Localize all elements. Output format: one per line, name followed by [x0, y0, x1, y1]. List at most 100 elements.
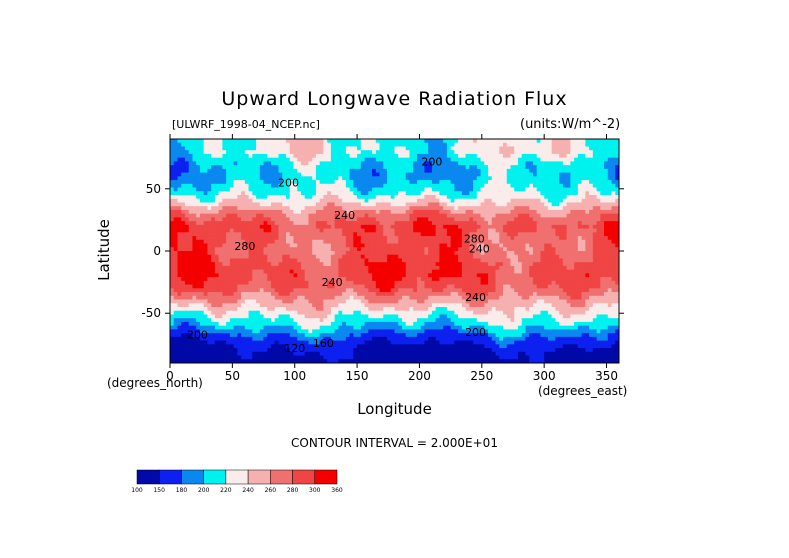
field-cell — [237, 236, 242, 241]
field-cell — [330, 232, 336, 237]
field-cell — [480, 288, 485, 293]
field-cell — [439, 251, 444, 256]
field-cell — [592, 168, 598, 174]
field-cell — [439, 191, 444, 196]
field-cell — [315, 198, 321, 204]
field-cell — [435, 232, 440, 237]
field-cell — [439, 168, 444, 174]
field-cell — [536, 150, 542, 155]
field-cell — [345, 228, 351, 233]
field-cell — [297, 172, 302, 177]
field-cell — [342, 198, 347, 204]
field-cell — [379, 224, 384, 230]
field-cell — [604, 195, 609, 200]
field-cell — [360, 262, 366, 267]
field-cell — [480, 153, 485, 159]
field-cell — [233, 142, 238, 148]
field-cell — [196, 236, 201, 241]
field-cell — [379, 288, 384, 293]
field-cell — [293, 150, 298, 155]
field-cell — [237, 224, 242, 230]
field-cell — [473, 221, 478, 226]
field-cell — [544, 277, 549, 282]
field-cell — [282, 247, 287, 252]
field-cell — [315, 139, 321, 144]
field-cell — [521, 195, 527, 200]
field-cell — [484, 153, 489, 159]
field-cell — [256, 228, 261, 233]
field-cell — [323, 239, 328, 245]
field-cell — [450, 254, 455, 260]
field-cell — [278, 183, 283, 189]
field-cell — [173, 292, 179, 297]
field-cell — [360, 142, 366, 148]
field-cell — [256, 180, 261, 185]
field-cell — [267, 187, 272, 192]
field-cell — [342, 191, 347, 196]
field-cell — [581, 254, 586, 260]
field-cell — [536, 258, 542, 263]
field-cell — [214, 195, 220, 200]
field-cell — [256, 273, 261, 278]
field-cell — [491, 265, 497, 271]
field-cell — [192, 172, 197, 177]
field-cell — [503, 165, 508, 170]
field-cell — [315, 292, 321, 297]
field-cell — [517, 157, 523, 162]
field-cell — [506, 180, 512, 185]
field-cell — [585, 176, 590, 181]
field-cell — [431, 168, 437, 174]
field-cell — [184, 239, 190, 245]
field-cell — [589, 236, 594, 241]
field-cell — [529, 221, 534, 226]
field-cell — [488, 142, 493, 148]
field-cell — [581, 150, 586, 155]
field-cell — [525, 221, 530, 226]
field-cell — [244, 273, 250, 278]
field-cell — [401, 269, 407, 274]
field-cell — [196, 168, 201, 174]
field-cell — [177, 180, 182, 185]
field-cell — [480, 206, 485, 211]
field-cell — [398, 236, 403, 241]
field-cell — [383, 146, 388, 151]
field-cell — [446, 183, 452, 189]
field-cell — [375, 251, 381, 256]
field-cell — [439, 280, 444, 286]
field-cell — [469, 191, 474, 196]
field-cell — [596, 168, 601, 174]
field-cell — [446, 157, 452, 162]
field-cell — [170, 176, 175, 181]
field-cell — [551, 224, 556, 230]
field-cell — [600, 153, 605, 159]
field-cell — [233, 139, 238, 144]
field-cell — [349, 165, 354, 170]
field-cell — [585, 172, 590, 177]
field-cell — [304, 146, 310, 151]
field-cell — [581, 236, 586, 241]
field-cell — [274, 191, 280, 196]
field-cell — [600, 209, 605, 215]
field-cell — [454, 139, 459, 144]
field-cell — [349, 265, 354, 271]
field-cell — [372, 254, 377, 260]
field-cell — [226, 161, 231, 166]
field-cell — [207, 161, 212, 166]
field-cell — [222, 139, 227, 144]
field-cell — [330, 209, 336, 215]
field-cell — [532, 232, 538, 237]
field-cell — [207, 247, 212, 252]
field-cell — [323, 247, 328, 252]
field-cell — [514, 172, 519, 177]
field-cell — [390, 292, 396, 297]
field-cell — [259, 202, 265, 207]
field-cell — [315, 142, 321, 148]
field-cell — [263, 157, 268, 162]
field-cell — [323, 139, 328, 144]
field-cell — [416, 292, 422, 297]
field-cell — [282, 146, 287, 151]
field-cell — [293, 139, 298, 144]
field-cell — [431, 157, 437, 162]
field-cell — [577, 165, 583, 170]
field-cell — [476, 262, 482, 267]
